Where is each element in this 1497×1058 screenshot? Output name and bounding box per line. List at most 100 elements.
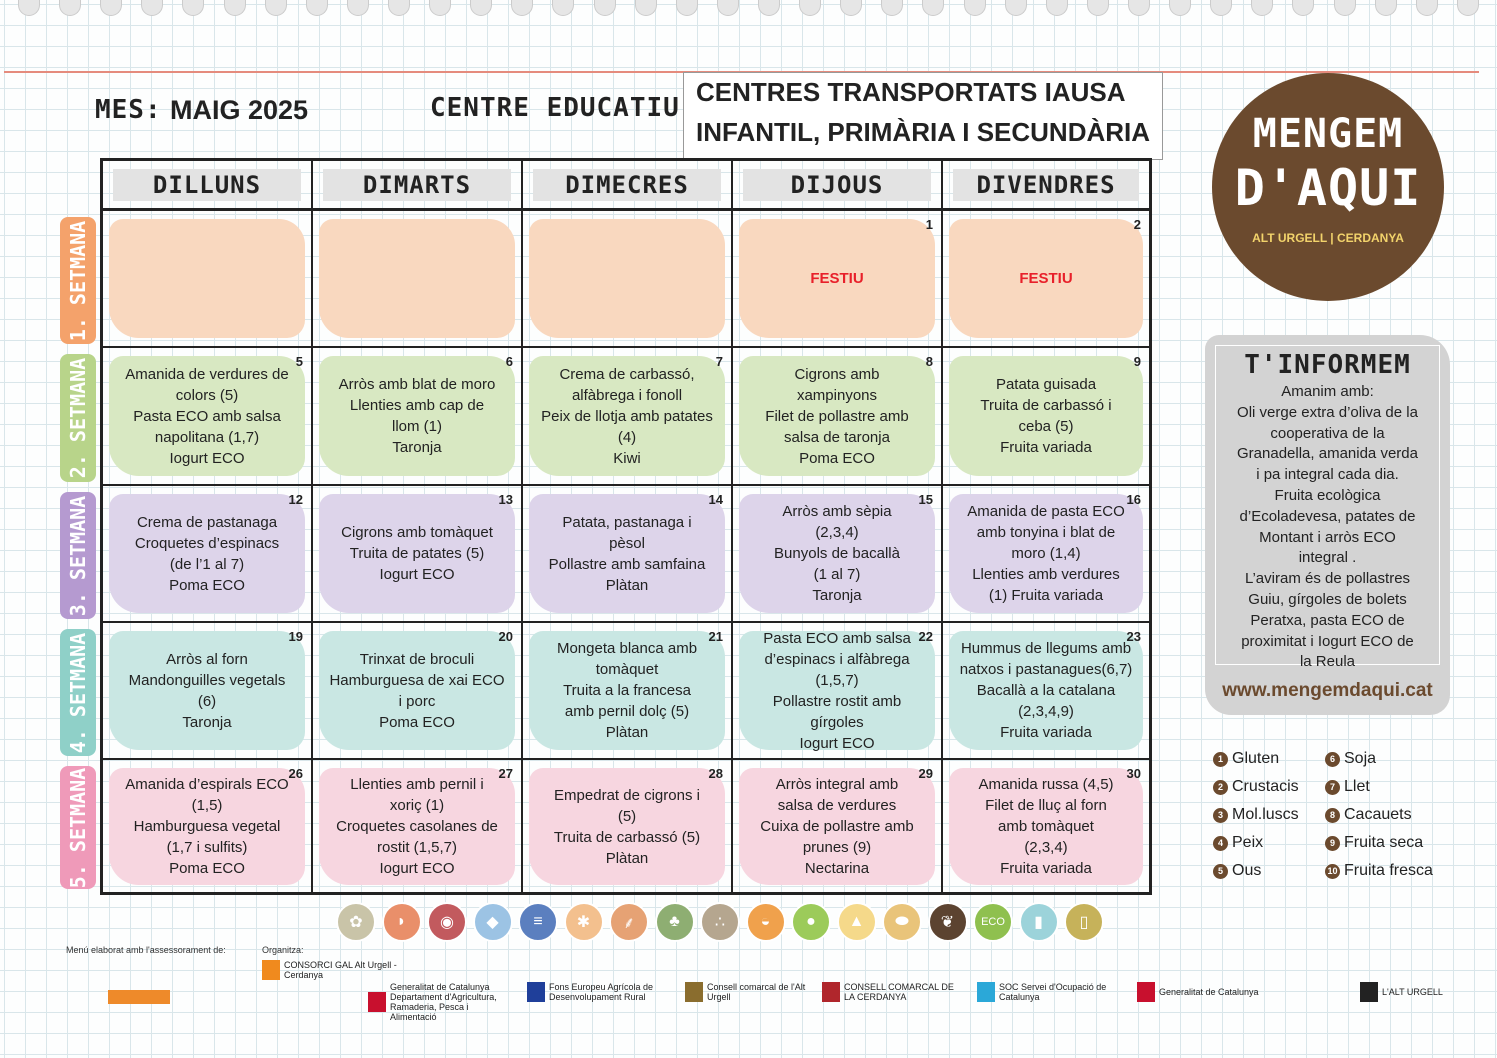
binder-ring	[1004, 0, 1027, 16]
advisor-logo	[108, 990, 170, 1004]
dish-line: Taronja	[182, 713, 232, 731]
dish-line: salsa de verdures	[777, 797, 897, 814]
dish-line: napolitana (1,7)	[154, 428, 260, 446]
allergen-item: 7 Llet	[1325, 778, 1370, 796]
school-name-line1: CENTRES TRANSPORTATS IAUSA	[696, 77, 1126, 107]
menu-text	[109, 219, 305, 338]
menu-text: FESTIU	[739, 219, 935, 338]
dish-line: Llenties amb cap de	[349, 397, 485, 414]
day-header: DIMARTS	[313, 161, 523, 211]
dish-line: Arròs amb sèpia	[782, 503, 892, 520]
binder-ring	[1086, 0, 1109, 16]
allergen-label: Fruita seca	[1344, 834, 1424, 851]
sponsor-logo-mark	[368, 992, 386, 1012]
allergen-number-icon: 10	[1325, 863, 1340, 879]
pasta-icon: ✱	[563, 902, 604, 942]
day-cell: 2 FESTIU	[943, 211, 1149, 348]
binder-ring	[1127, 0, 1150, 16]
website-link[interactable]: www.mengemdaqui.cat	[1222, 680, 1433, 701]
info-line: Fruita ecològica	[1274, 486, 1381, 504]
binder-ring	[840, 0, 863, 16]
cell-background	[529, 494, 725, 613]
day-label: DIJOUS	[743, 168, 931, 201]
oil-jar-icon: ▯	[1064, 902, 1104, 942]
cheese-icon: ▲	[836, 902, 877, 942]
menu-text: Arròs amb blat de moro Llenties amb cap d…	[319, 356, 515, 476]
allergen-label: Gluten	[1232, 750, 1280, 767]
month-value: MAIG 2025	[170, 95, 309, 125]
allergen-label: Soja	[1344, 750, 1377, 767]
day-number: 6	[505, 354, 513, 369]
day-label: DIVENDRES	[953, 168, 1139, 201]
day-label: DIMECRES	[533, 168, 721, 201]
binder-ring	[100, 0, 123, 16]
meat-icon: ◉	[427, 902, 467, 942]
menu-text: Mongeta blanca amb tomàquet Truita a la fr…	[529, 631, 725, 750]
menu-text: Pasta ECO amb salsa d’espinacs i alfàbreg…	[739, 630, 935, 752]
day-cell: 8 Cigrons amb xampinyons Filet de pollastre…	[733, 348, 943, 486]
binder-ring	[634, 0, 657, 16]
dish-line: Croquetes casolanes de	[336, 818, 498, 835]
allergen-item: 10 Fruita fresca	[1325, 862, 1433, 880]
sponsor-logo-mark	[527, 982, 545, 1002]
cell-background	[319, 768, 515, 885]
dish-line: (1 al 7)	[813, 566, 861, 583]
dish-line: Cigrons amb tomàquet	[341, 524, 493, 541]
binder-ring	[1415, 0, 1438, 16]
info-title: T'INFORMEM	[1244, 350, 1411, 380]
dish-line: pèsol	[609, 534, 645, 552]
cell-background	[109, 356, 305, 476]
allergen-label: Ous	[1232, 862, 1262, 879]
day-cell: 7 Crema de carbassó, alfàbrega i fonoll Pei…	[523, 348, 733, 486]
cell-background	[949, 631, 1143, 750]
dish-line: Llenties amb pernil i	[350, 776, 484, 793]
info-line: cooperativa de la	[1270, 424, 1385, 442]
menu-text: Empedrat de cigrons i (5) Truita de carbas…	[529, 768, 725, 885]
day-number: 23	[1126, 629, 1141, 644]
dish-line: Poma ECO	[169, 860, 245, 877]
egg-chicken-icon: ◒	[745, 902, 786, 942]
cell-background	[319, 631, 515, 750]
dish-line: Truita de carbassó i	[980, 397, 1112, 414]
info-line: L’aviram és de pollastres	[1244, 570, 1411, 588]
dish-line: Arròs amb blat de moro	[338, 376, 496, 393]
dish-line: Trinxat de broculi	[359, 650, 475, 668]
dish-line: ceba (5)	[1018, 418, 1074, 435]
binder-ring	[182, 0, 205, 16]
dish-line: Amanida de pasta ECO	[967, 503, 1125, 520]
dish-line: (2,3,4,9)	[1018, 703, 1074, 720]
day-number: 16	[1126, 492, 1141, 507]
day-number: 14	[708, 492, 723, 507]
day-cell: 1 FESTIU	[733, 211, 943, 348]
cell-background	[739, 768, 935, 885]
menu-text: Crema de carbassó, alfàbrega i fonoll Peix…	[529, 356, 725, 476]
day-cell: 30 Amanida russa (4,5) Filet de lluç al fo…	[943, 760, 1149, 893]
organizer-label: Organitza:	[262, 945, 304, 955]
dish-line: Pollastre amb samfaina	[548, 555, 706, 573]
day-cell: 14 Patata, pastanaga i pèsol Pollastre amb …	[523, 486, 733, 623]
binder-ring	[716, 0, 739, 16]
school-name-box: CENTRES TRANSPORTATS IAUSA INFANTIL, PRI…	[683, 72, 1163, 160]
menu-text: Hummus de llegums amb natxos i pastanague…	[949, 631, 1143, 750]
dish-line: xoriç (1)	[389, 797, 445, 814]
dish-line: salsa de taronja	[784, 428, 890, 446]
dish-line: Arròs integral amb	[775, 776, 899, 793]
day-number: 26	[288, 766, 303, 781]
day-number: 21	[708, 629, 723, 644]
dish-line: tomàquet	[595, 661, 659, 678]
dish-line: Hamburguesa de xai ECO	[329, 671, 505, 689]
sponsor-logo-mark	[1137, 982, 1155, 1002]
sponsor-logo: Consell comarcal de l'Alt Urgell	[685, 982, 827, 1002]
sponsor-logo: Generalitat de Catalunya	[1137, 982, 1259, 1002]
binder-ring	[593, 0, 616, 16]
cell-background	[949, 494, 1143, 613]
day-number: 27	[498, 766, 513, 781]
dish-line: Truita de carbassó (5)	[553, 828, 701, 846]
menu-text: Arròs integral amb salsa de verdures Cuixa…	[739, 768, 935, 885]
sponsor-logo: CONSELL COMARCAL DE LA CERDANYA	[822, 982, 964, 1002]
day-label: DIMARTS	[323, 168, 511, 201]
dish-line: Iogurt ECO	[379, 566, 455, 583]
allergen-item: 1 Gluten	[1213, 750, 1279, 768]
allergen-label: Fruita fresca	[1344, 862, 1433, 879]
binder-ring	[799, 0, 822, 16]
